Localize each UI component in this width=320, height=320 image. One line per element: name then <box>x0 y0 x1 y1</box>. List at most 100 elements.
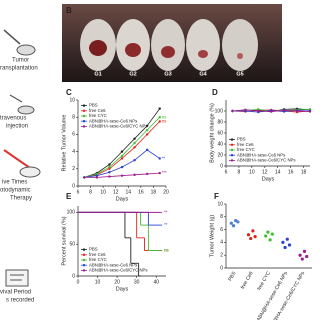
y-tick-label: 80 <box>217 119 223 125</box>
data-point <box>231 224 236 228</box>
x-axis-title: Days <box>116 286 129 292</box>
legend-swatch <box>82 109 86 113</box>
significance-label: ** <box>164 210 168 215</box>
x-tick-label: 10 <box>100 189 106 195</box>
y-tick-label: 2 <box>72 166 75 172</box>
data-point <box>145 124 149 128</box>
x-tick-label: 8 <box>238 169 241 175</box>
significance-label: ** <box>164 222 168 227</box>
legend-label: PBS <box>89 103 98 108</box>
data-point <box>133 137 136 140</box>
legend-swatch <box>82 264 86 267</box>
legend-swatch <box>230 159 234 162</box>
data-point <box>257 109 260 113</box>
photo-label: G5 <box>236 71 243 77</box>
photo-label: G3 <box>164 71 171 77</box>
legend-swatch <box>82 120 86 123</box>
legend-swatch <box>230 154 234 157</box>
data-point <box>285 237 289 241</box>
photo-label: G4 <box>199 71 207 77</box>
legend-label: free Ce6 <box>89 252 106 257</box>
data-point <box>298 253 302 257</box>
photo-label: G1 <box>94 71 101 77</box>
y-tick-label: 20 <box>217 152 223 158</box>
y-axis-title: Relative Tumor Volume <box>61 115 67 172</box>
x-axis-title: Days <box>116 196 129 202</box>
y-tick-label: 40 <box>217 141 223 147</box>
x-tick-label: 16 <box>138 189 144 195</box>
y-tick-label: 100 <box>215 108 224 114</box>
legend-label: ABN@HA-sese-Ce6 NPs <box>237 152 285 157</box>
data-point <box>133 141 136 145</box>
data-point <box>246 233 251 237</box>
data-point <box>158 116 161 119</box>
y-tick-label: 10 <box>69 97 75 103</box>
schematic-text: ive Times <box>2 180 27 186</box>
data-point <box>108 167 111 170</box>
legend-swatch <box>230 148 234 152</box>
data-point <box>133 173 136 177</box>
panel-letter: D <box>212 88 218 97</box>
data-point <box>145 148 149 152</box>
legend-label: ABN@HA-sese-Ce6 NPs <box>89 118 137 123</box>
legend-swatch <box>82 248 86 251</box>
y-tick-label: 6 <box>72 132 75 138</box>
data-point <box>95 172 99 176</box>
data-point <box>236 220 240 224</box>
data-point <box>249 236 253 241</box>
legend-swatch <box>230 143 234 146</box>
data-point <box>283 245 287 250</box>
data-point <box>251 229 255 233</box>
data-point <box>287 243 292 247</box>
x-tick-label: 18 <box>151 189 157 195</box>
data-point <box>300 257 304 261</box>
x-tick-label: 10 <box>249 169 255 175</box>
significance-label: ns <box>164 248 169 253</box>
y-tick-label: 2 <box>220 253 223 259</box>
data-point <box>120 157 124 160</box>
data-point <box>108 163 111 166</box>
y-tick-label: 100 <box>67 210 76 216</box>
panel-letter: B <box>66 6 72 15</box>
panel-letter: E <box>66 192 72 201</box>
data-point <box>281 240 285 244</box>
data-point <box>229 221 233 225</box>
data-point <box>133 146 136 149</box>
schematic-text: vival Period <box>0 290 31 296</box>
legend-label: free Ce6 <box>89 108 106 113</box>
x-tick-label: 0 <box>77 279 80 285</box>
panel-letter: F <box>214 192 219 201</box>
data-point <box>305 254 309 259</box>
x-axis-title: Days <box>262 176 275 182</box>
data-point <box>244 108 247 112</box>
schematic-text: s recorded <box>6 298 34 304</box>
schematic-text: injection <box>6 124 28 130</box>
legend-label: ABN@HA-sese-Ce6/CYC NPs <box>89 124 148 129</box>
legend-label: PBS <box>237 137 246 142</box>
legend-swatch <box>82 269 86 272</box>
photo <box>62 4 282 82</box>
photo-label: G2 <box>129 71 136 77</box>
data-point <box>308 108 312 111</box>
significance-label: ns <box>164 248 169 253</box>
x-tick-label: 12 <box>262 169 268 175</box>
legend-swatch <box>82 114 86 118</box>
schematic-text: travenous <box>0 116 26 122</box>
data-point <box>282 109 286 112</box>
schematic-text: Therapy <box>10 196 32 202</box>
data-point <box>270 232 274 236</box>
schematic-text: Tumor <box>12 58 29 64</box>
data-point <box>133 159 136 162</box>
data-point <box>158 120 161 123</box>
x-tick-label: 14 <box>126 189 132 195</box>
data-point <box>83 176 86 179</box>
y-tick-label: 0 <box>220 265 223 271</box>
legend-label: free CYC <box>89 257 107 262</box>
x-tick-label: 20 <box>163 189 169 195</box>
significance-label: ns <box>162 114 167 119</box>
legend-label: PBS <box>89 247 98 252</box>
data-point <box>120 174 124 177</box>
data-point <box>302 249 307 253</box>
x-tick-label: 6 <box>77 189 80 195</box>
